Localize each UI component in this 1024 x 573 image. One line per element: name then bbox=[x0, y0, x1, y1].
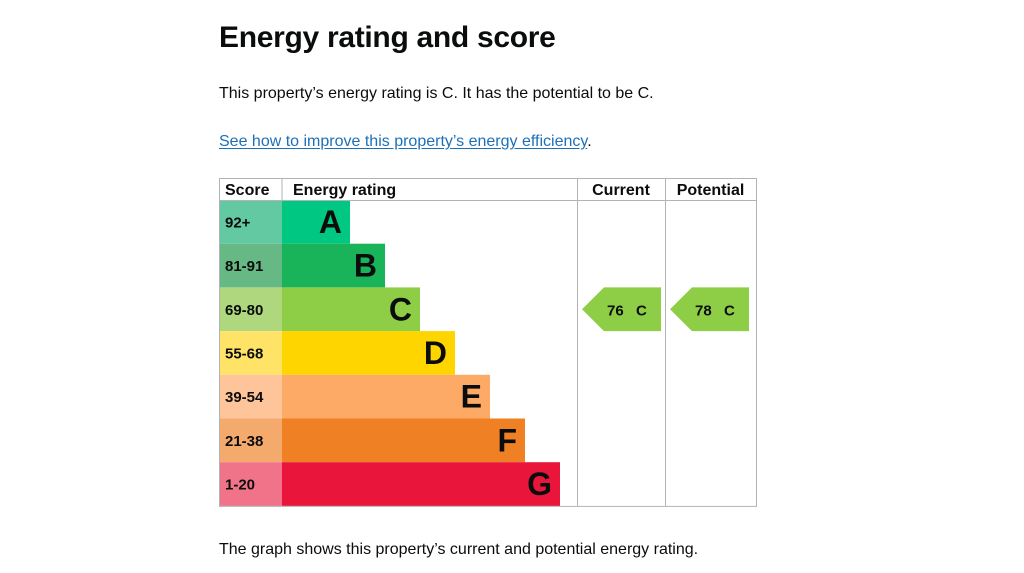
score-label-c: 69-80 bbox=[225, 302, 263, 319]
rating-bar-b bbox=[282, 243, 385, 288]
rating-letter-e: E bbox=[461, 379, 482, 415]
improve-energy-efficiency-link[interactable]: See how to improve this property’s energ… bbox=[219, 133, 588, 150]
current-rating-arrow bbox=[582, 287, 661, 332]
score-label-b: 81-91 bbox=[225, 258, 263, 275]
rating-letter-f: F bbox=[497, 422, 517, 458]
score-label-f: 21-38 bbox=[225, 433, 263, 450]
graph-caption: The graph shows this property’s current … bbox=[219, 541, 699, 558]
score-cell-b bbox=[219, 243, 282, 288]
graph-border bbox=[219, 178, 757, 507]
potential-rating-arrow bbox=[670, 287, 749, 332]
header-potential: Potential bbox=[677, 182, 745, 199]
rating-summary: This property’s energy rating is C. It h… bbox=[219, 85, 654, 102]
potential-rating-letter: C bbox=[724, 302, 735, 319]
current-rating-score: 76 bbox=[607, 302, 624, 319]
header-current: Current bbox=[592, 182, 650, 199]
rating-letter-a: A bbox=[319, 204, 342, 240]
energy-rating-graph: Score Energy rating Current Potential 92+ A 81… bbox=[219, 178, 757, 507]
rating-bar-e bbox=[282, 374, 490, 419]
score-cell-a bbox=[219, 200, 282, 244]
improve-link-line: See how to improve this property’s energ… bbox=[219, 131, 592, 153]
current-rating-letter: C bbox=[636, 302, 647, 319]
rating-bar-f bbox=[282, 418, 525, 463]
score-cell-d bbox=[219, 331, 282, 375]
header-score: Score bbox=[225, 182, 270, 199]
rating-bar-g bbox=[282, 462, 560, 506]
score-cell-f bbox=[219, 418, 282, 463]
score-cell-g bbox=[219, 462, 282, 506]
header-energy-rating: Energy rating bbox=[293, 182, 396, 199]
rating-letter-d: D bbox=[424, 335, 447, 371]
score-label-d: 55-68 bbox=[225, 345, 263, 362]
score-cell-c bbox=[219, 287, 282, 332]
score-cell-e bbox=[219, 374, 282, 419]
rating-letter-g: G bbox=[527, 466, 552, 502]
rating-letter-c: C bbox=[389, 291, 412, 327]
link-suffix: . bbox=[587, 133, 592, 150]
score-label-g: 1-20 bbox=[225, 477, 255, 494]
rating-bar-d bbox=[282, 331, 455, 375]
rating-bar-a bbox=[282, 200, 350, 244]
potential-rating-score: 78 bbox=[695, 302, 712, 319]
score-label-e: 39-54 bbox=[225, 389, 264, 406]
rating-bar-c bbox=[282, 287, 420, 332]
score-label-a: 92+ bbox=[225, 214, 251, 231]
page-title: Energy rating and score bbox=[219, 21, 556, 54]
rating-letter-b: B bbox=[354, 248, 377, 284]
